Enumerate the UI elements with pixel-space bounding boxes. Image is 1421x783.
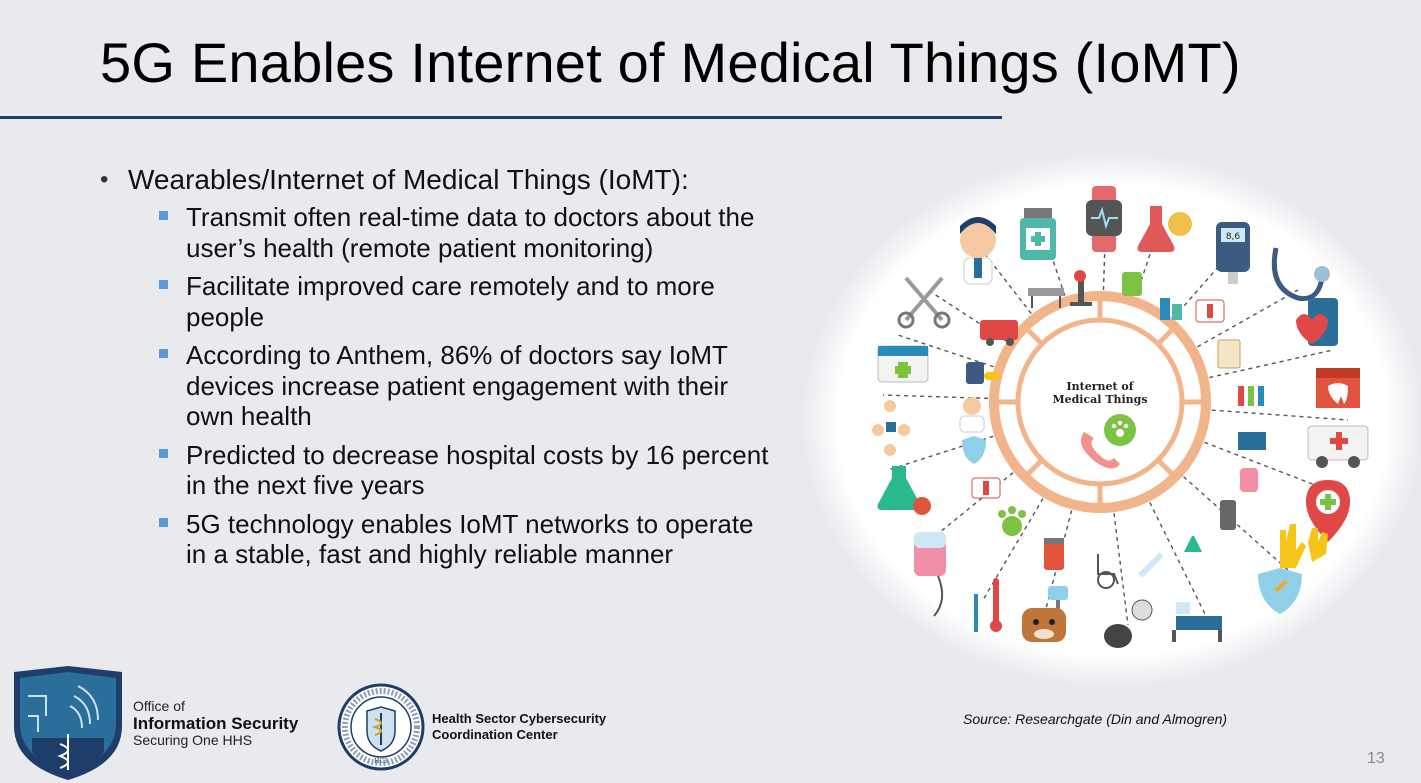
sub-bullet-text: Predicted to decrease hospital costs by … bbox=[186, 439, 769, 501]
phone-icon bbox=[1081, 432, 1120, 469]
pills-icon bbox=[966, 362, 1000, 384]
potion-flask-icon bbox=[877, 466, 931, 515]
blood-pressure-icon bbox=[1296, 298, 1338, 346]
square-bullet-icon bbox=[159, 280, 168, 289]
location-pin-icon bbox=[1306, 480, 1350, 542]
small-ambulance-icon bbox=[980, 320, 1018, 346]
lab-tubes-icon bbox=[1238, 386, 1264, 406]
stethoscope-icon bbox=[1271, 247, 1330, 302]
ois-wordmark: Office of Information Security Securing … bbox=[133, 698, 298, 749]
seal-label: HC3 bbox=[374, 758, 388, 765]
center-label-line2: Medical Things bbox=[1052, 393, 1147, 406]
dog-icon bbox=[1022, 608, 1066, 642]
first-aid-kit-icon bbox=[877, 345, 929, 383]
sub-bullet-text: Facilitate improved care remotely and to… bbox=[186, 271, 715, 332]
bullet-content: • Wearables/Internet of Medical Things (… bbox=[98, 164, 778, 578]
bottles-small-icon bbox=[1160, 298, 1182, 320]
watch-small-icon bbox=[1220, 500, 1236, 530]
source-citation: Source: Researchgate (Din and Almogren) bbox=[963, 711, 1228, 727]
sub-bullet-list: Transmit often real-time data to doctors… bbox=[98, 202, 778, 570]
sub-bullet-text: 5G technology enables IoMT networks to o… bbox=[186, 508, 754, 570]
medical-case-icon bbox=[971, 477, 1001, 499]
clipboard-icon bbox=[1217, 339, 1241, 369]
iv-bag-small-icon bbox=[1240, 468, 1258, 492]
stopwatch-icon bbox=[1104, 599, 1153, 648]
dental-box-icon bbox=[1316, 368, 1360, 408]
ring-ticks bbox=[994, 296, 1206, 508]
lab-flask-icon bbox=[1137, 206, 1192, 252]
sub-bullet-text: According to Anthem, 86% of doctors say … bbox=[186, 340, 728, 431]
paw-print-icon bbox=[998, 506, 1026, 536]
ois-line3: Securing One HHS bbox=[133, 732, 253, 748]
scanner-icon bbox=[1238, 432, 1266, 450]
sub-bullet: 5G technology enables IoMT networks to o… bbox=[159, 508, 776, 570]
kit-small-icon bbox=[1195, 299, 1225, 323]
doctor-network-icon bbox=[872, 400, 910, 456]
medicine-bottle-icon bbox=[1020, 208, 1056, 260]
blood-bag-icon bbox=[914, 532, 946, 617]
jar-small-icon bbox=[1122, 272, 1142, 296]
square-bullet-icon bbox=[159, 448, 168, 458]
center-label-line1: Internet of bbox=[1067, 380, 1135, 393]
hc3-line1: Health Sector Cybersecurity bbox=[432, 711, 607, 726]
hc3-seal-logo: HC3 bbox=[337, 683, 425, 771]
square-bullet-icon bbox=[159, 517, 168, 527]
ois-line1: Office of bbox=[133, 698, 185, 714]
ois-line2: Information Security bbox=[133, 714, 299, 733]
sub-bullet: According to Anthem, 86% of doctors say … bbox=[159, 340, 776, 432]
hospital-bed-icon bbox=[1172, 602, 1222, 642]
stretcher-icon bbox=[1028, 288, 1064, 308]
gloves-icon bbox=[1280, 524, 1328, 568]
iomt-diagram: Internet of Medical Things 8,6 bbox=[801, 152, 1418, 688]
page-number: 13 bbox=[1367, 750, 1385, 767]
square-bullet-icon bbox=[159, 211, 168, 220]
scissors-icon bbox=[897, 276, 951, 329]
hc3-wordmark: Health Sector Cybersecurity Coordination… bbox=[432, 711, 606, 743]
doctor-icon bbox=[960, 217, 996, 285]
glucometer-readout: 8,6 bbox=[1226, 232, 1241, 242]
thermometer-icon bbox=[974, 578, 1002, 632]
injection-icon bbox=[1138, 552, 1164, 578]
sub-bullet: Predicted to decrease hospital costs by … bbox=[159, 439, 776, 501]
flask-small-icon bbox=[1184, 536, 1202, 552]
sub-bullet: Transmit often real-time data to doctors… bbox=[159, 202, 776, 263]
main-bullet: • Wearables/Internet of Medical Things (… bbox=[98, 164, 778, 196]
paw-chat-icon bbox=[1104, 414, 1136, 446]
jar-icon bbox=[1044, 538, 1064, 570]
sub-bullet-text: Transmit often real-time data to doctors… bbox=[186, 202, 755, 263]
wheelchair-icon bbox=[1097, 554, 1119, 589]
square-bullet-icon bbox=[159, 349, 168, 358]
shield-badge-icon bbox=[962, 436, 986, 464]
main-bullet-text: Wearables/Internet of Medical Things (Io… bbox=[128, 164, 689, 195]
shield-vaccine-icon bbox=[1258, 568, 1302, 614]
hc3-line2: Coordination Center bbox=[432, 727, 558, 742]
glucometer-icon: 8,6 bbox=[1216, 222, 1250, 284]
title-underline bbox=[0, 116, 1002, 119]
slide-title: 5G Enables Internet of Medical Things (I… bbox=[100, 31, 1241, 94]
ambulance-icon bbox=[1307, 425, 1369, 468]
microscope-icon bbox=[1070, 270, 1092, 306]
nurse-icon bbox=[959, 397, 985, 433]
bullet-dot-icon: • bbox=[100, 166, 109, 193]
sub-bullet: Facilitate improved care remotely and to… bbox=[159, 271, 776, 332]
smartwatch-icon bbox=[1086, 186, 1122, 252]
ois-shield-logo bbox=[14, 666, 122, 780]
center-disc bbox=[988, 290, 1212, 514]
